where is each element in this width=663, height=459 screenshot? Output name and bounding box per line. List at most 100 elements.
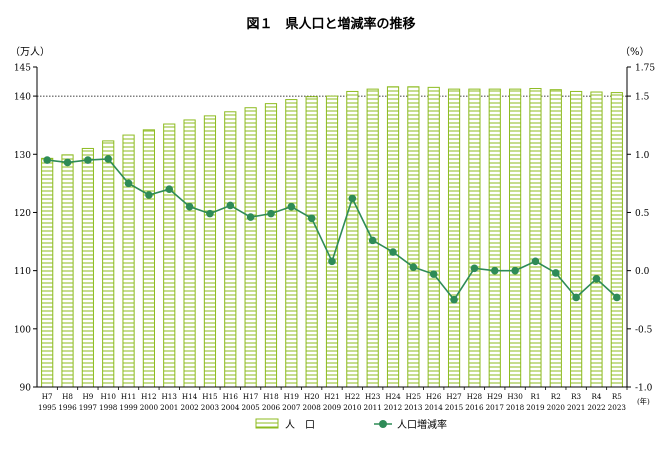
x-label-year-2003: 2003 — [201, 403, 220, 412]
rate-point-H29 — [490, 266, 499, 275]
x-label-year-2005: 2005 — [241, 403, 260, 412]
x-label-year-2000: 2000 — [140, 403, 159, 412]
x-tick-labels: H71995H81996H91997H101998H111999H122000H… — [38, 392, 626, 412]
left-tick-110: 110 — [14, 267, 31, 277]
rate-point-H18 — [267, 209, 275, 218]
left-axis-unit: （万人） — [10, 46, 50, 58]
right-tick-0.5: 0.5 — [635, 209, 650, 219]
x-label-era-H10: H10 — [100, 392, 116, 401]
x-label-era-H9: H9 — [82, 392, 93, 401]
x-label-era-H25: H25 — [406, 392, 422, 401]
rate-point-R3 — [572, 293, 580, 302]
rate-point-H7 — [43, 156, 51, 164]
bar-H20 — [305, 96, 318, 388]
right-axis-unit: （%） — [620, 46, 650, 58]
line-layer — [43, 155, 621, 304]
bar-R5 — [610, 92, 623, 388]
bar-H28 — [468, 88, 481, 388]
bar-R2 — [549, 89, 562, 388]
x-label-year-2015: 2015 — [445, 403, 464, 412]
x-label-era-H15: H15 — [202, 392, 218, 401]
bar-H7 — [41, 157, 54, 388]
x-label-year-1998: 1998 — [99, 403, 118, 412]
x-label-era-H19: H19 — [284, 392, 300, 401]
rate-point-H24 — [389, 248, 397, 256]
rate-point-H8 — [63, 158, 72, 167]
x-label-era-R2: R2 — [551, 392, 561, 401]
x-label-year-2001: 2001 — [160, 403, 178, 412]
x-label-era-H28: H28 — [467, 392, 483, 401]
x-label-era-R3: R3 — [571, 392, 581, 401]
bar-H17 — [244, 107, 257, 388]
bar-H12 — [142, 129, 155, 388]
rate-point-H10 — [104, 155, 113, 163]
rate-point-R1 — [531, 257, 540, 266]
x-label-year-2012: 2012 — [384, 403, 402, 412]
x-label-era-H20: H20 — [304, 392, 320, 401]
x-label-era-H8: H8 — [62, 392, 73, 401]
x-label-year-2010: 2010 — [343, 403, 362, 412]
x-label-era-R1: R1 — [530, 392, 540, 401]
rate-point-H22 — [348, 194, 357, 203]
x-label-era-H17: H17 — [243, 392, 259, 401]
x-label-era-H11: H11 — [121, 392, 136, 401]
bar-H8 — [61, 154, 74, 388]
x-label-year-1997: 1997 — [79, 403, 98, 412]
bar-H18 — [264, 103, 278, 388]
rate-point-H26 — [429, 270, 438, 278]
x-label-year-2007: 2007 — [282, 403, 301, 412]
bar-H22 — [346, 90, 359, 388]
x-label-era-R5: R5 — [612, 392, 622, 401]
x-label-year-2023: 2023 — [608, 403, 627, 412]
bar-H14 — [183, 119, 196, 388]
rate-point-H11 — [124, 179, 133, 188]
bar-H9 — [81, 147, 94, 388]
x-label-year-1996: 1996 — [58, 403, 77, 412]
right-tick-1.0: 1.0 — [635, 151, 650, 161]
left-tick-labels: 145 140 130 120 110 100 90 — [14, 64, 31, 394]
x-label-era-H18: H18 — [263, 392, 279, 401]
bar-H15 — [203, 115, 217, 388]
bars-layer — [41, 86, 623, 388]
left-tick-90: 90 — [20, 384, 32, 394]
legend-line-label: 人口増減率 — [397, 418, 447, 431]
rate-point-H23 — [368, 236, 377, 245]
x-label-year-2018: 2018 — [506, 403, 525, 412]
rate-point-H13 — [165, 185, 174, 193]
x-label-era-H30: H30 — [507, 392, 523, 401]
right-tick-1.5: 1.5 — [635, 93, 650, 103]
bar-H11 — [122, 134, 135, 388]
legend-bar-label: 人 口 — [285, 419, 315, 431]
rate-point-H17 — [246, 213, 255, 221]
x-label-year-2006: 2006 — [262, 403, 281, 412]
x-label-era-H7: H7 — [42, 392, 53, 401]
right-tick--1.0: -1.0 — [635, 384, 653, 394]
bar-H16 — [224, 111, 237, 388]
x-label-era-H13: H13 — [162, 392, 178, 401]
x-label-era-H24: H24 — [385, 392, 401, 401]
bar-H13 — [163, 123, 176, 388]
rate-point-H15 — [206, 209, 214, 218]
x-label-year-1995: 1995 — [38, 403, 57, 412]
bar-H29 — [488, 88, 501, 388]
bar-R4 — [590, 91, 603, 388]
bar-H24 — [386, 86, 400, 388]
x-label-era-H22: H22 — [345, 392, 360, 401]
left-tick-140: 140 — [14, 93, 31, 103]
rate-point-H20 — [307, 214, 316, 223]
rate-point-H16 — [226, 201, 235, 210]
legend-line-marker — [379, 420, 387, 428]
rate-point-H27 — [450, 295, 458, 304]
x-label-year-2022: 2022 — [587, 403, 605, 412]
rate-point-H14 — [185, 202, 194, 211]
rate-point-H12 — [145, 191, 153, 199]
right-tick-0.0: 0.0 — [635, 267, 650, 277]
bar-H26 — [427, 86, 440, 388]
x-label-era-H23: H23 — [365, 392, 381, 401]
x-label-era-H12: H12 — [141, 392, 156, 401]
x-label-year-2002: 2002 — [180, 403, 198, 412]
x-label-era-H16: H16 — [223, 392, 239, 401]
x-label-era-H21: H21 — [324, 392, 339, 401]
left-tick-130: 130 — [14, 151, 31, 161]
bar-H19 — [285, 99, 298, 388]
